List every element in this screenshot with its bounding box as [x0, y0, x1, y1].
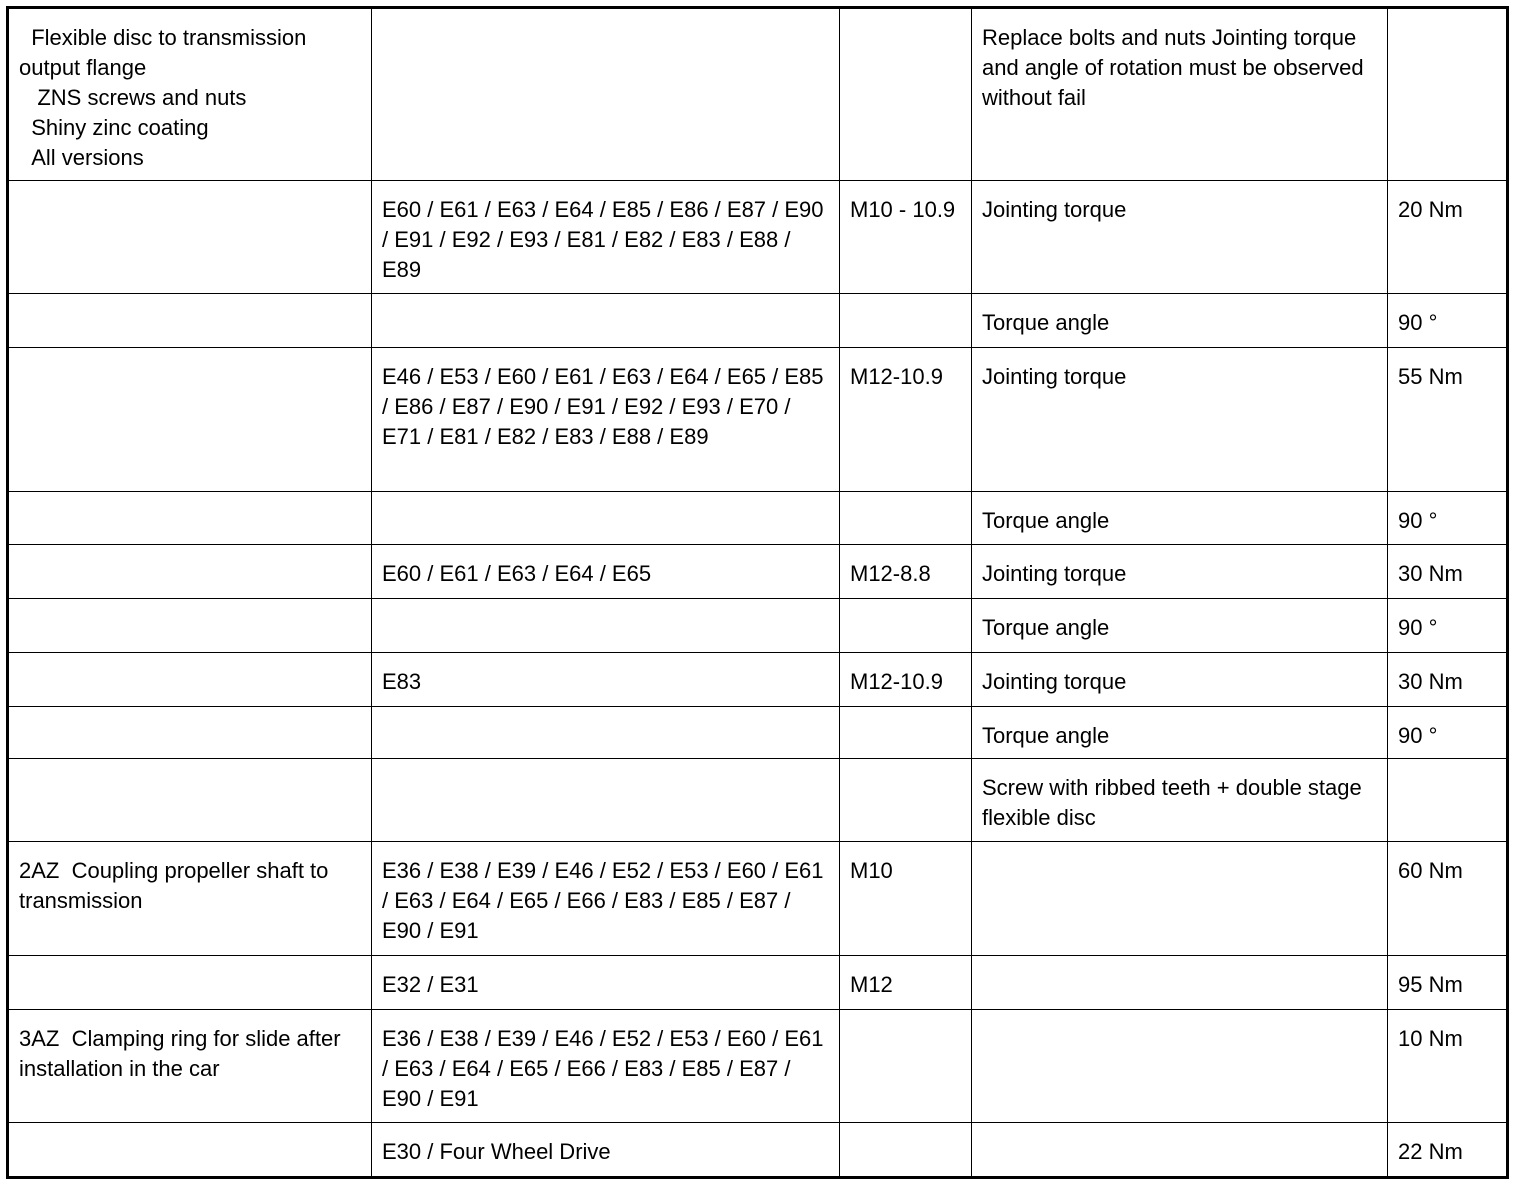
- thread-cell: [839, 7, 972, 181]
- thread-cell: [839, 758, 972, 842]
- value-cell: 90 °: [1387, 706, 1508, 759]
- models-cell: [371, 7, 840, 181]
- torque-spec-table: Flexible disc to transmission output fla…: [6, 6, 1509, 1179]
- models-cell: E30 / Four Wheel Drive: [371, 1122, 840, 1178]
- description-cell: [7, 180, 372, 294]
- note-cell: Torque angle: [971, 491, 1388, 545]
- thread-cell: [839, 598, 972, 653]
- models-cell: E46 / E53 / E60 / E61 / E63 / E64 / E65 …: [371, 347, 840, 492]
- value-cell: 60 Nm: [1387, 841, 1508, 956]
- thread-cell: [839, 293, 972, 348]
- models-cell: [371, 706, 840, 759]
- table-row: 3AZ Clamping ring for slide after instal…: [7, 1009, 1508, 1123]
- description-cell: [7, 758, 372, 842]
- models-cell: E32 / E31: [371, 955, 840, 1010]
- table-row: Torque angle 90 °: [7, 491, 1508, 545]
- note-cell: Torque angle: [971, 598, 1388, 653]
- thread-cell: M10: [839, 841, 972, 956]
- value-cell: 22 Nm: [1387, 1122, 1508, 1178]
- note-cell: Torque angle: [971, 293, 1388, 348]
- table-row: Torque angle 90 °: [7, 706, 1508, 759]
- value-cell: 10 Nm: [1387, 1009, 1508, 1123]
- note-cell: Torque angle: [971, 706, 1388, 759]
- models-cell: E36 / E38 / E39 / E46 / E52 / E53 / E60 …: [371, 841, 840, 956]
- note-cell: Jointing torque: [971, 652, 1388, 707]
- models-cell: E36 / E38 / E39 / E46 / E52 / E53 / E60 …: [371, 1009, 840, 1123]
- description-cell: 2AZ Coupling propeller shaft to transmis…: [7, 841, 372, 956]
- value-cell: 20 Nm: [1387, 180, 1508, 294]
- models-cell: E60 / E61 / E63 / E64 / E85 / E86 / E87 …: [371, 180, 840, 294]
- description-cell: [7, 1122, 372, 1178]
- table-row: E60 / E61 / E63 / E64 / E65 M12-8.8 Jointi…: [7, 544, 1508, 599]
- table-row: Torque angle 90 °: [7, 293, 1508, 348]
- thread-cell: M10 - 10.9: [839, 180, 972, 294]
- table-row: Screw with ribbed teeth + double stage f…: [7, 758, 1508, 842]
- value-cell: 30 Nm: [1387, 652, 1508, 707]
- description-cell: [7, 293, 372, 348]
- value-cell: 30 Nm: [1387, 544, 1508, 599]
- note-cell: [971, 841, 1388, 956]
- table-row: Torque angle 90 °: [7, 598, 1508, 653]
- models-cell: E60 / E61 / E63 / E64 / E65: [371, 544, 840, 599]
- thread-cell: M12: [839, 955, 972, 1010]
- thread-cell: [839, 491, 972, 545]
- models-cell: [371, 491, 840, 545]
- thread-cell: [839, 706, 972, 759]
- models-cell: [371, 758, 840, 842]
- description-cell: [7, 598, 372, 653]
- thread-cell: [839, 1122, 972, 1178]
- table-row: E30 / Four Wheel Drive 22 Nm: [7, 1122, 1508, 1178]
- description-cell: [7, 955, 372, 1010]
- note-cell: Jointing torque: [971, 180, 1388, 294]
- table-row: Flexible disc to transmission output fla…: [7, 7, 1508, 181]
- note-cell: [971, 1009, 1388, 1123]
- description-cell: [7, 544, 372, 599]
- value-cell: 95 Nm: [1387, 955, 1508, 1010]
- value-cell: 90 °: [1387, 491, 1508, 545]
- note-cell: Jointing torque: [971, 347, 1388, 492]
- models-cell: [371, 598, 840, 653]
- description-cell: [7, 706, 372, 759]
- value-cell: 55 Nm: [1387, 347, 1508, 492]
- table-row: E60 / E61 / E63 / E64 / E85 / E86 / E87 …: [7, 180, 1508, 294]
- table-row: E83 M12-10.9 Jointing torque 30 Nm: [7, 652, 1508, 707]
- thread-cell: M12-10.9: [839, 652, 972, 707]
- table-row: 2AZ Coupling propeller shaft to transmis…: [7, 841, 1508, 956]
- thread-cell: [839, 1009, 972, 1123]
- value-cell: [1387, 758, 1508, 842]
- thread-cell: M12-10.9: [839, 347, 972, 492]
- thread-cell: M12-8.8: [839, 544, 972, 599]
- table-row: E32 / E31 M12 95 Nm: [7, 955, 1508, 1010]
- note-cell: Jointing torque: [971, 544, 1388, 599]
- description-cell: [7, 652, 372, 707]
- description-cell: 3AZ Clamping ring for slide after instal…: [7, 1009, 372, 1123]
- note-cell: Screw with ribbed teeth + double stage f…: [971, 758, 1388, 842]
- note-cell: [971, 955, 1388, 1010]
- description-cell: [7, 347, 372, 492]
- note-cell: Replace bolts and nuts Jointing torque a…: [971, 7, 1388, 181]
- note-cell: [971, 1122, 1388, 1178]
- description-cell: [7, 491, 372, 545]
- value-cell: 90 °: [1387, 293, 1508, 348]
- table-row: E46 / E53 / E60 / E61 / E63 / E64 / E65 …: [7, 347, 1508, 492]
- value-cell: 90 °: [1387, 598, 1508, 653]
- description-cell: Flexible disc to transmission output fla…: [7, 7, 372, 181]
- value-cell: [1387, 7, 1508, 181]
- models-cell: [371, 293, 840, 348]
- models-cell: E83: [371, 652, 840, 707]
